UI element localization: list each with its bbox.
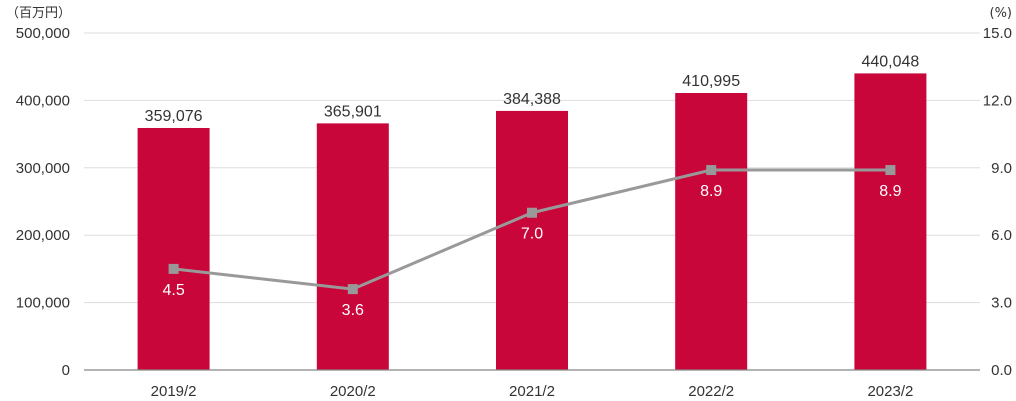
line-value-label: 7.0 xyxy=(521,226,543,243)
right-axis-unit: (%) xyxy=(990,6,1013,21)
x-tick-label: 2019/2 xyxy=(151,383,197,400)
right-tick-label: 9.0 xyxy=(991,160,1012,177)
line-value-label: 8.9 xyxy=(700,183,722,200)
bar xyxy=(137,127,210,370)
left-tick-label: 400,000 xyxy=(16,92,70,109)
left-tick-label: 500,000 xyxy=(16,25,70,42)
line-value-label: 4.5 xyxy=(162,282,184,299)
bar-value-label: 359,076 xyxy=(145,108,203,125)
axes-layer: 0 0.0 100,000 3.0 200,000 6.0 300,000 9.0 400,00… xyxy=(16,25,1012,400)
line-value-label: 8.9 xyxy=(879,183,901,200)
left-axis-unit: （百万円） xyxy=(6,6,71,21)
right-tick-label: 6.0 xyxy=(991,227,1012,244)
bar-value-label: 384,388 xyxy=(503,91,561,108)
line-point xyxy=(885,165,896,176)
x-tick-label: 2021/2 xyxy=(509,383,555,400)
line-layer: 4.5 3.6 7.0 8.9 8.9 xyxy=(162,165,902,319)
line-point xyxy=(527,207,537,218)
line-point xyxy=(168,263,179,274)
bar-value-label: 365,901 xyxy=(324,103,382,120)
line-value-label: 3.6 xyxy=(342,302,364,319)
right-tick-label: 15.0 xyxy=(983,25,1012,42)
bar xyxy=(675,92,748,370)
bar xyxy=(496,110,568,370)
left-tick-label: 300,000 xyxy=(16,160,70,177)
right-tick-label: 12.0 xyxy=(983,92,1012,109)
left-tick-label: 0 xyxy=(62,362,70,379)
left-tick-label: 100,000 xyxy=(16,295,70,312)
x-tick-label: 2022/2 xyxy=(688,383,734,400)
line-point xyxy=(347,284,358,295)
right-tick-label: 3.0 xyxy=(991,295,1012,312)
left-tick-label: 200,000 xyxy=(16,227,70,244)
line-point xyxy=(706,165,717,176)
bar xyxy=(316,123,389,371)
bar-value-label: 410,995 xyxy=(682,73,740,90)
x-tick-label: 2020/2 xyxy=(330,383,376,400)
right-tick-label: 0.0 xyxy=(991,362,1012,379)
bars-layer: 359,076 365,901 384,388 410,995 440,048 xyxy=(137,53,927,371)
bar-value-label: 440,048 xyxy=(861,53,919,70)
bar xyxy=(854,73,927,370)
x-tick-label: 2023/2 xyxy=(867,383,913,400)
